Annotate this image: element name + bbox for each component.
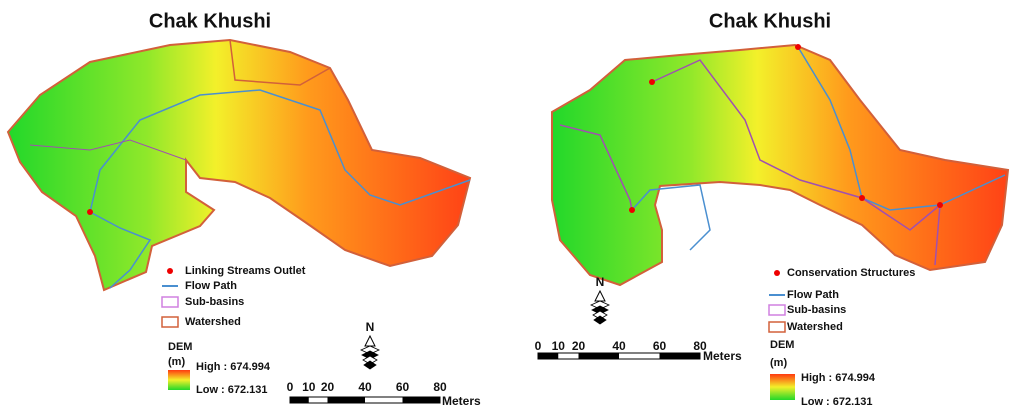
left-panel: Chak Khushi Linking Streams Outlet Flow Pa… [8,10,481,408]
scale-tick-label: 60 [653,339,667,353]
dem-low: Low : 672.131 [196,384,268,396]
scale-tick-label: 40 [612,339,626,353]
north-label: N [366,320,375,334]
map-title: Chak Khushi [709,10,831,32]
legend-label: Flow Path [787,289,839,301]
right-panel: Chak Khushi Conservation Structures Flow P… [535,10,1008,408]
legend-symbol [167,268,173,274]
north-arrow [364,361,376,369]
scale-segment [290,397,309,403]
scale-tick-label: 40 [358,380,372,394]
legend-label: Flow Path [185,280,237,292]
structure [629,207,635,213]
map-figure: Chak Khushi Linking Streams Outlet Flow Pa… [0,0,1017,415]
scale-segment [328,397,366,403]
legend-symbol [769,322,785,332]
north-arrow [594,316,606,324]
legend-label: Watershed [787,321,843,333]
dem-title: DEM [168,341,192,353]
dem-low: Low : 672.131 [801,396,873,408]
scale-tick-label: 0 [535,339,542,353]
north-arrow [595,291,605,301]
scale-tick-label: 0 [287,380,294,394]
map-title: Chak Khushi [149,10,271,32]
watershed-dem [8,40,470,290]
scale-segment [579,353,620,359]
dem-high: High : 674.994 [801,372,876,384]
watershed-dem [552,45,1008,285]
scale-segment [660,353,701,359]
legend-symbol [774,270,780,276]
north-arrow [365,336,375,346]
dem-color-key [770,374,795,400]
legend-label: Conservation Structures [787,267,915,279]
legend-symbol [769,305,785,315]
scale-tick-label: 10 [552,339,566,353]
scale-unit: Meters [703,349,742,363]
scale-unit: Meters [442,394,481,408]
structure [649,79,655,85]
scale-tick-label: 60 [396,380,410,394]
scale-tick-label: 20 [321,380,335,394]
scale-tick-label: 80 [433,380,447,394]
dem-unit: (m) [770,357,787,369]
structure [859,195,865,201]
scale-tick-label: 10 [302,380,316,394]
north-label: N [596,275,605,289]
dem-color-key [168,370,190,390]
dem-high: High : 674.994 [196,361,271,373]
legend-symbol [162,317,178,327]
dem-title: DEM [770,339,794,351]
legend-symbol [162,297,178,307]
scale-tick-label: 20 [572,339,586,353]
scale-segment [403,397,441,403]
legend-label: Sub-basins [787,304,846,316]
legend-label: Watershed [185,316,241,328]
legend-label: Sub-basins [185,296,244,308]
structure [937,202,943,208]
legend-label: Linking Streams Outlet [185,265,306,277]
structure [795,44,801,50]
outlet [87,209,93,215]
dem-unit: (m) [168,356,185,368]
scale-segment [538,353,558,359]
